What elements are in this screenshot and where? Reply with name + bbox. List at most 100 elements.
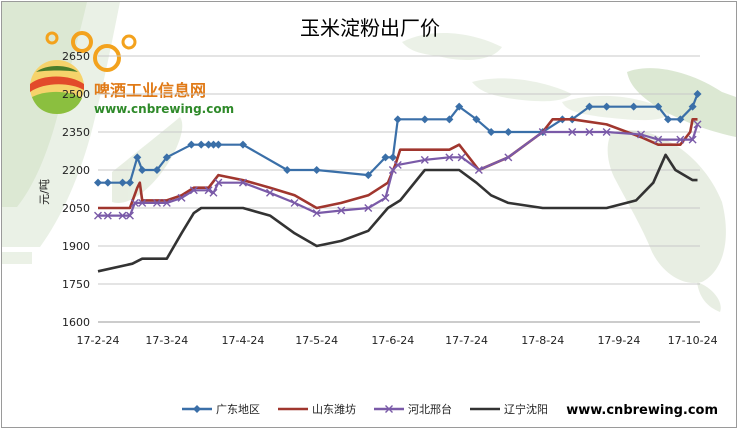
series-line xyxy=(97,153,698,273)
data-point-x xyxy=(290,198,299,207)
data-point-diamond xyxy=(364,171,373,180)
data-point-diamond xyxy=(138,166,147,174)
data-point-x xyxy=(474,166,483,174)
data-point-diamond xyxy=(388,153,397,162)
x-tick-label: 17-7-24 xyxy=(445,334,488,347)
legend-marker-diamond xyxy=(193,405,201,413)
x-tick-label: 17-10-24 xyxy=(668,334,718,347)
series-3 xyxy=(94,120,702,220)
data-point-x xyxy=(94,211,102,220)
data-point-x xyxy=(177,193,186,202)
data-point-diamond xyxy=(455,102,464,111)
x-tick-label: 17-8-24 xyxy=(521,334,564,347)
data-point-x xyxy=(189,186,198,195)
legend-label: 河北邢台 xyxy=(408,402,452,416)
data-point-diamond xyxy=(688,102,697,111)
logo-ring-icon xyxy=(45,31,59,45)
logo-ring-icon xyxy=(93,44,121,72)
data-point-diamond xyxy=(654,102,663,111)
series-layer xyxy=(94,90,702,273)
data-point-diamond xyxy=(393,115,402,124)
data-point-diamond xyxy=(197,140,206,149)
data-point-x xyxy=(654,135,663,144)
data-point-diamond xyxy=(487,128,496,136)
data-point-x xyxy=(162,198,171,207)
data-point-x xyxy=(152,198,161,207)
data-point-x xyxy=(585,128,594,136)
data-point-x xyxy=(266,188,274,197)
data-point-diamond xyxy=(420,115,429,124)
y-tick-label: 1750 xyxy=(62,278,90,291)
legend-label: 辽宁沈阳 xyxy=(504,402,548,416)
data-point-x xyxy=(214,178,223,187)
data-point-x xyxy=(637,130,646,139)
data-point-diamond xyxy=(472,115,481,124)
data-point-x xyxy=(337,206,346,215)
watermark-brand: 啤酒工业信息网 xyxy=(94,81,206,100)
data-point-diamond xyxy=(94,178,102,187)
data-point-x xyxy=(693,120,702,129)
legend-item: 辽宁沈阳 xyxy=(470,402,548,416)
footer-url: www.cnbrewing.com xyxy=(566,403,718,418)
logo-globe-icon xyxy=(30,60,84,114)
data-point-diamond xyxy=(693,90,702,98)
logo: 啤酒工业信息网 www.cnbrewing.com xyxy=(30,31,234,116)
data-point-diamond xyxy=(445,115,454,124)
data-point-diamond xyxy=(209,140,218,149)
data-point-x xyxy=(118,211,127,220)
y-axis-ticks: 1600 1750 1900 2050 2200 2350 2500 2650 xyxy=(62,50,90,329)
legend-item: 河北邢台 xyxy=(374,402,452,416)
data-point-diamond xyxy=(152,166,161,174)
data-point-diamond xyxy=(118,178,127,187)
data-point-diamond xyxy=(187,140,196,149)
data-point-x xyxy=(504,153,513,162)
x-tick-label: 17-5-24 xyxy=(295,334,338,347)
data-point-diamond xyxy=(133,153,142,162)
legend-label: 山东潍坊 xyxy=(312,402,356,416)
data-point-x xyxy=(538,128,547,136)
data-point-x xyxy=(312,209,321,218)
y-axis-label: 元/吨 xyxy=(38,179,51,205)
data-point-x xyxy=(568,128,577,136)
data-point-x xyxy=(393,160,402,169)
legend-item: 广东地区 xyxy=(182,403,260,416)
data-point-diamond xyxy=(204,140,213,149)
y-tick-label: 1600 xyxy=(62,316,90,329)
legend-label: 广东地区 xyxy=(216,403,260,416)
data-point-x xyxy=(364,204,373,212)
data-point-diamond xyxy=(676,115,685,124)
series-line xyxy=(98,124,699,217)
data-point-diamond xyxy=(585,102,594,111)
logo-ring-icon xyxy=(71,31,93,53)
data-point-x xyxy=(602,128,611,136)
data-point-x xyxy=(457,153,466,162)
data-point-x xyxy=(125,211,134,220)
background-map xyxy=(2,2,736,312)
x-tick-label: 17-3-24 xyxy=(145,334,188,347)
data-point-x xyxy=(445,153,454,162)
y-tick-label: 2650 xyxy=(62,50,90,63)
logo-ring-icon xyxy=(121,34,137,50)
x-tick-label: 17-2-24 xyxy=(77,334,120,347)
data-point-diamond xyxy=(504,128,513,136)
legend: 广东地区 山东潍坊 河北邢台 辽宁沈阳 xyxy=(182,402,548,416)
watermark-url: www.cnbrewing.com xyxy=(94,102,234,116)
data-point-x xyxy=(420,155,429,164)
y-tick-label: 2500 xyxy=(62,88,90,101)
data-point-x xyxy=(103,211,112,220)
data-point-x xyxy=(130,198,139,207)
data-point-x xyxy=(209,188,218,197)
data-point-x xyxy=(688,135,697,144)
legend-marker-x xyxy=(385,405,393,413)
data-point-diamond xyxy=(312,166,321,174)
y-tick-label: 2350 xyxy=(62,126,90,139)
data-point-diamond xyxy=(214,140,223,149)
y-tick-label: 2050 xyxy=(62,202,90,215)
x-tick-label: 17-6-24 xyxy=(371,334,414,347)
data-point-diamond xyxy=(283,166,292,174)
series-4 xyxy=(97,153,698,273)
y-tick-label: 1900 xyxy=(62,240,90,253)
x-axis-ticks: 17-2-24 17-3-24 17-4-24 17-5-24 17-6-24 17-7-… xyxy=(77,334,718,347)
